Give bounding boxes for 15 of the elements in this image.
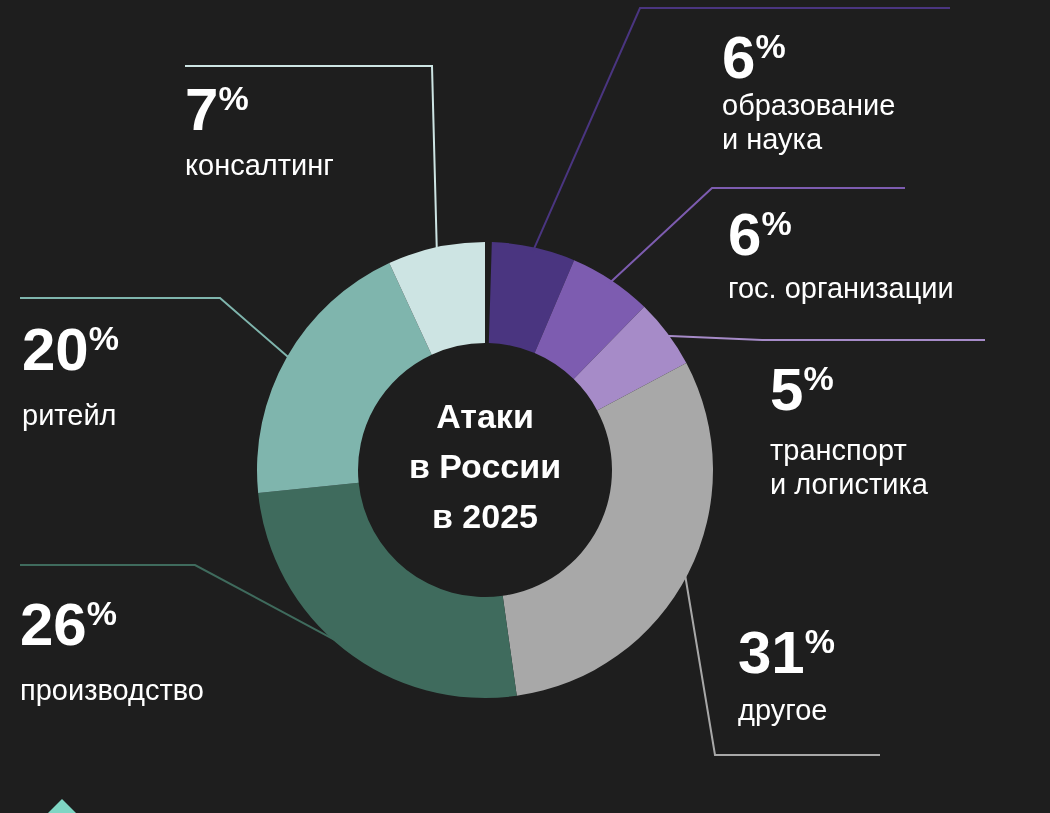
data-label: 6$^{%}$ <box>728 201 792 268</box>
data-label: 20$^{%}$ <box>22 316 119 383</box>
slice-label: образование и наука <box>722 89 896 155</box>
slice-label: другое <box>738 694 828 726</box>
slice-label: производство <box>20 674 204 706</box>
slice-label: гос. организации <box>728 272 954 304</box>
data-label: 7$^{%}$ <box>185 76 249 143</box>
data-label: 5$^{%}$ <box>770 356 834 423</box>
data-label: 6$^{%}$ <box>722 24 786 91</box>
data-label: 31$^{%}$ <box>738 619 835 686</box>
data-label: 26$^{%}$ <box>20 591 117 658</box>
slice-label: ритейл <box>22 399 117 431</box>
text: Атаки в России в 2025 <box>408 397 562 535</box>
slice-label: консалтинг <box>185 149 334 181</box>
slice-label: транспорт и логистика <box>770 434 929 500</box>
